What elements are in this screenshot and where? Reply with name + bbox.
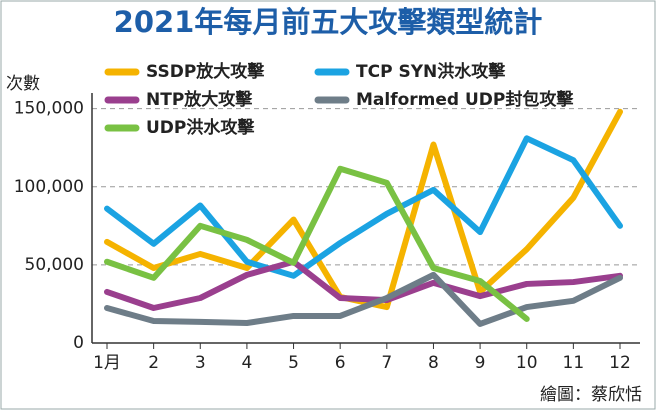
x-tick-label: 1月: [93, 353, 121, 373]
x-tick-label: 6: [335, 353, 346, 373]
x-tick-label: 4: [241, 353, 252, 373]
y-tick-label: 0: [73, 333, 84, 353]
x-tick-label: 12: [609, 353, 631, 373]
y-axis-label: 次數: [6, 74, 40, 94]
x-tick-label: 11: [563, 353, 585, 373]
x-tick-label: 7: [381, 353, 392, 373]
x-tick-label: 5: [288, 353, 299, 373]
series-line: [104, 135, 623, 279]
series-line: [104, 271, 623, 327]
y-tick-label: 50,000: [25, 255, 84, 275]
series-line: [104, 165, 530, 322]
credit: 繪圖：蔡欣恬: [540, 385, 642, 405]
legend-label: Malformed UDP封包攻擊: [356, 89, 574, 110]
series-line: [104, 258, 623, 311]
x-tick-label: 2: [148, 353, 159, 373]
legend-label: NTP放大攻擊: [146, 89, 253, 110]
legend-label: SSDP放大攻擊: [146, 61, 265, 82]
legend-label: TCP SYN洪水攻擊: [356, 61, 506, 82]
x-tick-label: 8: [428, 353, 439, 373]
x-tick-label: 9: [475, 353, 486, 373]
y-tick-label: 100,000: [14, 177, 84, 197]
y-tick-label: 150,000: [14, 99, 84, 119]
legend-label: UDP洪水攻擊: [146, 117, 255, 138]
x-tick-label: 10: [516, 353, 538, 373]
x-tick-label: 3: [195, 353, 206, 373]
chart-title: 2021年每月前五大攻擊類型統計: [114, 5, 543, 39]
